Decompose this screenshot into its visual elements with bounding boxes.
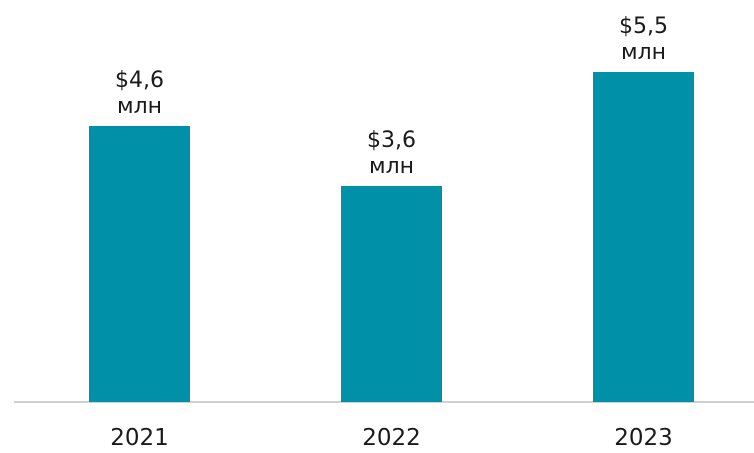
x-tick-label: 2023 bbox=[614, 425, 673, 451]
bar bbox=[341, 186, 442, 402]
x-tick-label: 2022 bbox=[362, 425, 421, 451]
bar bbox=[593, 72, 694, 402]
value-label: $3,6 млн bbox=[367, 128, 416, 179]
x-tick-label: 2021 bbox=[110, 425, 169, 451]
value-label: $5,5 млн bbox=[619, 14, 668, 65]
bar bbox=[89, 126, 190, 402]
value-label: $4,6 млн bbox=[115, 68, 164, 119]
